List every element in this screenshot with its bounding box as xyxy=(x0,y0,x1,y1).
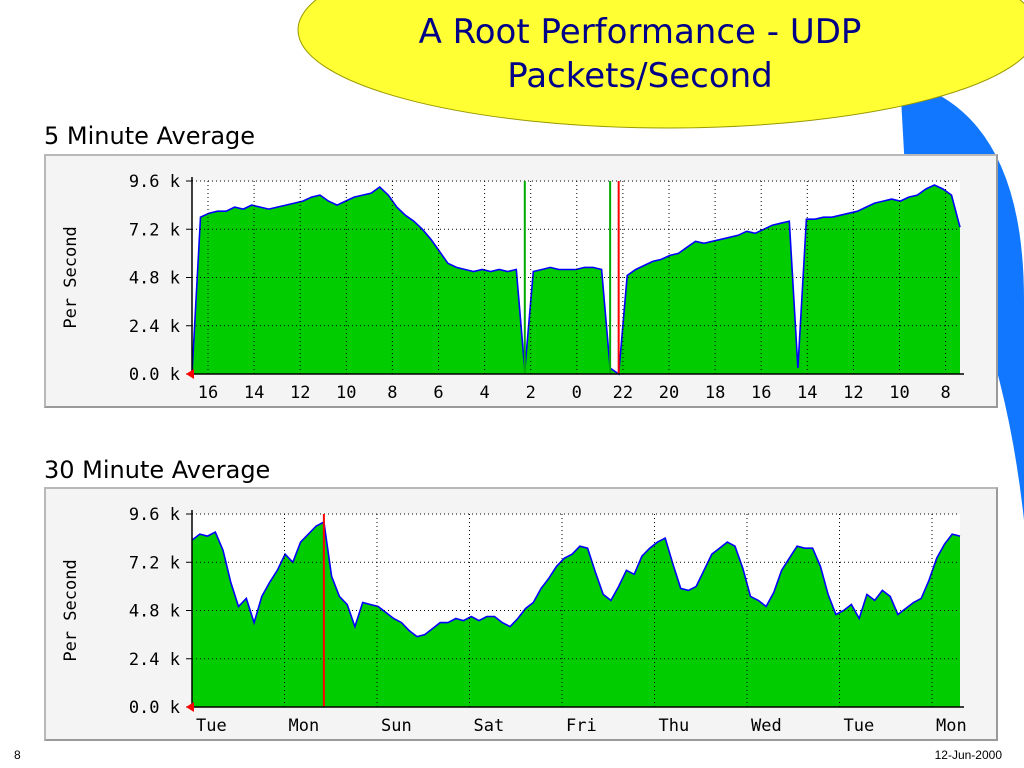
y-tick-label: 9.6 k xyxy=(129,172,180,192)
chart-5-minute-svg: 0.0 k2.4 k4.8 k7.2 k9.6 k16 14 12 10 8 6 4 2 0 22… xyxy=(61,172,964,403)
x-tick-label: 10 xyxy=(336,383,356,403)
chart-1-title: 5 Minute Average xyxy=(44,122,256,150)
x-tick-label: 12 xyxy=(290,383,310,403)
page-number: 8 xyxy=(14,748,21,762)
origin-arrow-icon xyxy=(186,369,194,379)
x-tick-label: Tue xyxy=(844,716,875,736)
chart-30-minute-svg: 0.0 k 2.4 k 4.8 k 7.2 k 9.6 k Tue Mon Sun Sat Fri… xyxy=(61,505,967,736)
x-tick-label: 10 xyxy=(889,383,909,403)
x-tick-label: Sun xyxy=(381,716,412,736)
series-area xyxy=(192,185,960,374)
x-tick-label: Sat xyxy=(474,716,505,736)
x-tick-label: Mon xyxy=(936,716,967,736)
x-tick-label: 4 xyxy=(479,383,489,403)
x-tick-label: 6 xyxy=(433,383,443,403)
x-tick-label: 12 xyxy=(843,383,863,403)
y-tick-label: 4.8 k xyxy=(129,602,180,622)
slide-title: A Root Performance - UDP Packets/Second xyxy=(300,10,980,98)
y-tick-label: 2.4 k xyxy=(129,650,180,670)
chart-2-title: 30 Minute Average xyxy=(44,456,271,484)
x-tick-label: Wed xyxy=(751,716,782,736)
x-tick-label: 14 xyxy=(797,383,817,403)
x-tick-label: Fri xyxy=(566,716,597,736)
x-tick-label: 2 xyxy=(526,383,536,403)
slide-title-line-1: A Root Performance - UDP xyxy=(418,12,862,52)
x-tick-label: Tue xyxy=(196,716,227,736)
footer-date: 12-Jun-2000 xyxy=(934,748,1002,762)
series-line xyxy=(191,520,961,638)
x-tick-label: Mon xyxy=(289,716,320,736)
x-tick-label: 16 xyxy=(751,383,771,403)
y-tick-label: 2.4 k xyxy=(129,317,180,337)
yellow-title-ellipse xyxy=(297,0,1024,129)
x-tick-label: 0 xyxy=(572,383,582,403)
x-tick-label: 20 xyxy=(659,383,679,403)
y-axis-label: Per Second xyxy=(61,559,81,661)
series-area xyxy=(192,522,960,707)
origin-arrow-icon xyxy=(186,702,194,712)
x-tick-label: 16 xyxy=(198,383,218,403)
x-tick-label: 22 xyxy=(613,383,633,403)
slide-title-line-2: Packets/Second xyxy=(507,56,773,96)
y-tick-label: 0.0 k xyxy=(129,365,180,385)
x-tick-label: 18 xyxy=(705,383,725,403)
x-tick-label: 8 xyxy=(387,383,397,403)
y-tick-label: 4.8 k xyxy=(129,269,180,289)
x-tick-label: Thu xyxy=(659,716,690,736)
y-tick-label: 7.2 k xyxy=(129,553,180,573)
y-tick-label: 7.2 k xyxy=(129,220,180,240)
y-tick-label: 9.6 k xyxy=(129,505,180,525)
chart-30-minute-average: 0.0 k 2.4 k 4.8 k 7.2 k 9.6 k Tue Mon Sun Sat Fri… xyxy=(44,487,998,741)
chart-5-minute-average: 0.0 k 2.4 k 4.8 k 7.2 k 9.6 k 16 14 12 10 8 6 4 2 0 22… xyxy=(44,154,998,408)
series-line xyxy=(191,184,961,376)
x-tick-label: 14 xyxy=(244,383,264,403)
y-axis-label: Per Second xyxy=(61,226,81,328)
x-tick-label: 8 xyxy=(940,383,950,403)
y-tick-label: 0.0 k xyxy=(129,698,180,718)
